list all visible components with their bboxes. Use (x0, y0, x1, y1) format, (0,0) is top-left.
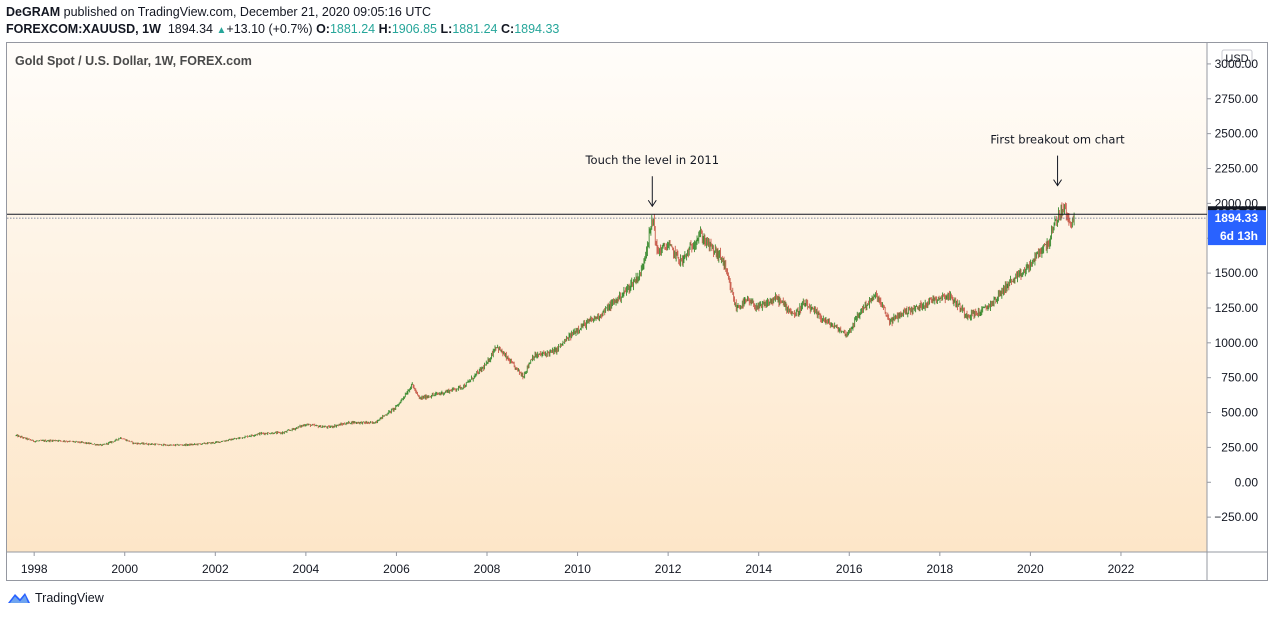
price-tick-label: 500.00 (1221, 406, 1258, 420)
price-tick-label: −250.00 (1214, 510, 1258, 524)
currency-label: USD (1225, 53, 1248, 65)
low-label: L: (440, 22, 453, 36)
footer-brand-label: TradingView (35, 591, 104, 605)
close-label: C: (500, 22, 515, 36)
time-tick-label: 2012 (655, 562, 682, 576)
candlestick-series (15, 202, 1075, 447)
low-value: 1881.24 (452, 22, 498, 36)
time-tick-label: 2000 (111, 562, 138, 576)
price-tick-label: 2750.00 (1215, 92, 1259, 106)
annotation-label: First breakout om chart (990, 133, 1125, 147)
last-price: 1894.34 (167, 22, 214, 36)
price-levels (7, 213, 1207, 219)
last-price-text: 1894.33 (1215, 211, 1259, 225)
publish-line: DeGRAM published on TradingView.com, Dec… (6, 5, 431, 19)
time-tick-label: 1998 (21, 562, 48, 576)
down-arrow-head (647, 199, 657, 208)
price-change: +13.10 (+0.7%) (226, 22, 313, 36)
chart-frame (6, 42, 1268, 581)
publish-info: published on TradingView.com, December 2… (63, 5, 432, 19)
annotation-label: Touch the level in 2011 (584, 153, 719, 167)
time-tick-label: 2002 (202, 562, 229, 576)
chart-title: Gold Spot / U.S. Dollar, 1W, FOREX.com (15, 54, 252, 68)
close-value: 1894.33 (514, 22, 560, 36)
symbol-label[interactable]: FOREXCOM:XAUUSD, 1W (6, 22, 161, 36)
countdown-text: 6d 13h (1220, 229, 1258, 243)
time-tick-label: 2020 (1017, 562, 1044, 576)
time-tick-label: 2018 (926, 562, 953, 576)
price-tick-label: 1000.00 (1215, 336, 1259, 350)
author-name[interactable]: DeGRAM (6, 5, 61, 19)
open-label: O: (316, 22, 330, 36)
time-tick-label: 2014 (745, 562, 772, 576)
price-tick-label: 1500.00 (1215, 266, 1259, 280)
tradingview-logo-icon (8, 593, 30, 603)
high-label: H: (378, 22, 392, 36)
open-value: 1881.24 (329, 22, 376, 36)
price-tick-label: 750.00 (1221, 371, 1258, 385)
last-price-tag (1208, 210, 1266, 246)
time-tick-label: 2016 (836, 562, 863, 576)
annotations: Touch the level in 2011 First breakout om… (584, 133, 1125, 208)
down-arrow-head (1053, 179, 1062, 187)
price-tick-label: 1250.00 (1215, 301, 1259, 315)
high-value: 1906.85 (391, 22, 438, 36)
footer-brand[interactable]: TradingView (7, 591, 104, 605)
price-tick-label: 2250.00 (1215, 162, 1259, 176)
price-axis-ticks: 3000.002750.002500.002250.002000.001750.… (1207, 57, 1258, 524)
currency-badge[interactable] (1221, 49, 1253, 68)
time-tick-label: 2004 (293, 562, 320, 576)
time-axis-ticks: 1998 2000 2002 2004 2006 2008 2010 2012 2014 2016… (21, 552, 1135, 576)
time-tick-label: 2010 (564, 562, 591, 576)
ohlc-line: FOREXCOM:XAUUSD, 1W 1894.34 ▲+13.10 (+0.… (6, 22, 559, 36)
price-tick-label: 3000.00 (1215, 57, 1259, 71)
time-tick-label: 2006 (383, 562, 410, 576)
up-arrow-icon: ▲ (216, 25, 227, 36)
plot-background (7, 43, 1207, 552)
time-tick-label: 2022 (1108, 562, 1135, 576)
time-tick-label: 2008 (474, 562, 501, 576)
price-tick-label: 250.00 (1221, 440, 1258, 454)
price-tick-label: 2500.00 (1215, 127, 1259, 141)
price-tick-label: 0.00 (1235, 475, 1259, 489)
